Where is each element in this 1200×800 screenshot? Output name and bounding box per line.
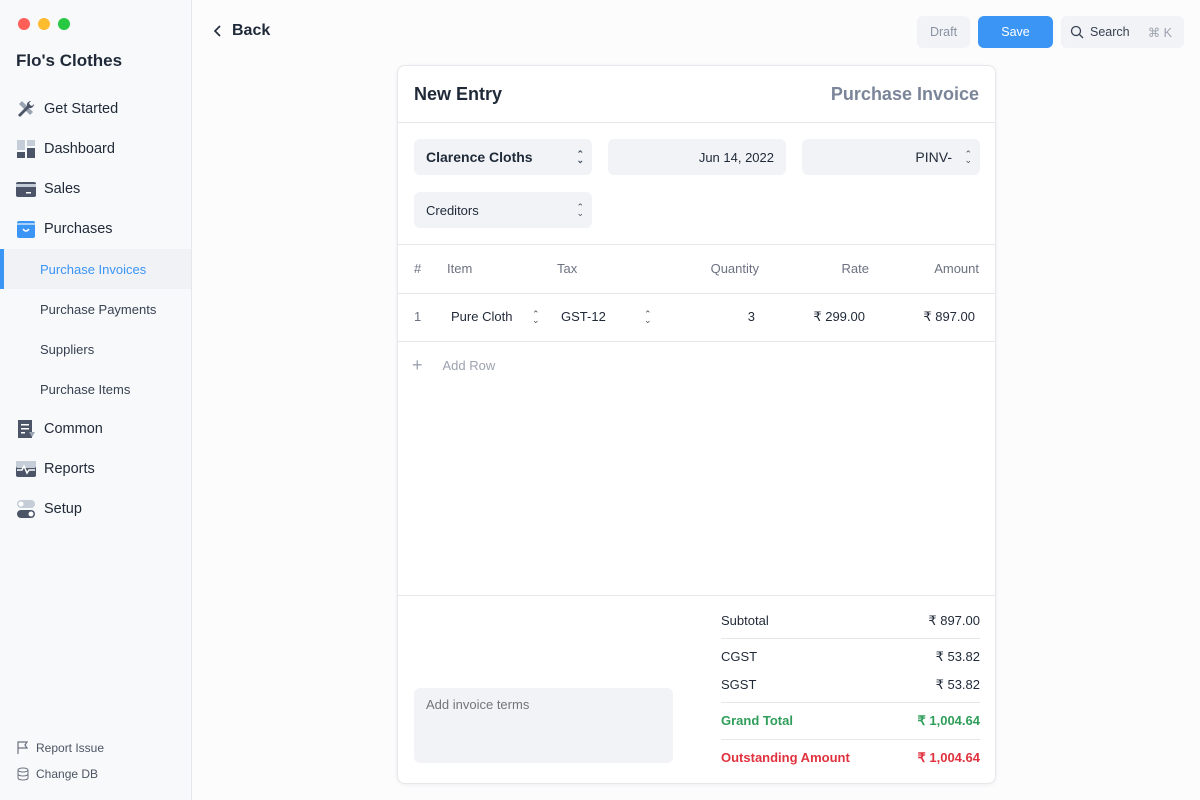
col-index: # <box>414 261 422 276</box>
outstanding-row: Outstanding Amount ₹ 1,004.64 <box>721 750 980 766</box>
cgst-row: CGST ₹ 53.82 <box>721 649 980 665</box>
chart-icon <box>16 461 36 477</box>
supplier-value: Clarence Cloths <box>426 149 533 165</box>
chevron-updown-icon: ⌃ ⌄ <box>644 309 652 325</box>
outstanding-label: Outstanding Amount <box>721 750 850 765</box>
row-index: 1 <box>414 309 422 324</box>
sidebar-item-common[interactable]: Common <box>0 409 191 449</box>
save-button[interactable]: Save <box>978 16 1053 48</box>
database-icon <box>17 767 29 781</box>
chevron-left-icon <box>213 25 221 37</box>
document-icon <box>18 420 35 438</box>
back-label: Back <box>232 22 271 39</box>
cgst-value: ₹ 53.82 <box>935 649 980 664</box>
col-quantity: Quantity <box>710 261 759 276</box>
sgst-label: SGST <box>721 677 757 692</box>
sidebar-item-purchase-payments[interactable]: Purchase Payments <box>40 301 157 317</box>
chevron-updown-icon: ⌃ ⌄ <box>532 309 540 325</box>
col-tax: Tax <box>557 261 578 276</box>
add-row-label: Add Row <box>442 358 496 373</box>
outstanding-value: ₹ 1,004.64 <box>917 750 981 765</box>
sidebar-item-label: Setup <box>44 501 82 517</box>
cgst-label: CGST <box>721 649 758 664</box>
sidebar-item-sales[interactable]: Sales <box>0 169 191 209</box>
rate-input[interactable]: ₹ 299.00 <box>813 309 865 324</box>
col-amount: Amount <box>934 261 979 276</box>
date-field[interactable]: Jun 14, 2022 <box>608 139 786 175</box>
account-value: Creditors <box>426 202 479 218</box>
change-db-link[interactable]: Change DB <box>16 767 98 781</box>
sidebar-item-label: Sales <box>44 181 81 197</box>
grand-total-row: Grand Total ₹ 1,004.64 <box>721 713 980 729</box>
sgst-row: SGST ₹ 53.82 <box>721 677 980 693</box>
item-select[interactable]: Pure Cloth <box>451 309 513 324</box>
subtotal-value: ₹ 897.00 <box>928 613 980 628</box>
sidebar-item-label: Dashboard <box>44 141 115 157</box>
sidebar-item-suppliers[interactable]: Suppliers <box>40 341 95 357</box>
report-issue-link[interactable]: Report Issue <box>16 741 104 755</box>
flag-icon <box>17 741 29 754</box>
sidebar-item-label: Purchases <box>44 221 113 237</box>
amount-value: ₹ 897.00 <box>923 309 975 324</box>
invoice-terms-input[interactable] <box>414 688 673 763</box>
sidebar-item-setup[interactable]: Setup <box>0 489 191 529</box>
grand-total-label: Grand Total <box>721 713 793 728</box>
sidebar-item-purchase-items[interactable]: Purchase Items <box>40 381 131 397</box>
grand-total-value: ₹ 1,004.64 <box>917 713 981 728</box>
col-item: Item <box>447 261 473 276</box>
document-type: Purchase Invoice <box>830 84 979 104</box>
sidebar-item-purchases[interactable]: Purchases <box>0 209 191 249</box>
window-controls <box>18 18 70 30</box>
sidebar-item-label: Get Started <box>44 101 119 117</box>
maximize-window-button[interactable] <box>58 18 70 30</box>
report-issue-label: Report Issue <box>36 741 105 755</box>
tax-select[interactable]: GST-12 <box>561 309 606 324</box>
sidebar-item-get-started[interactable]: Get Started <box>0 89 191 129</box>
search-label: Search <box>1090 25 1130 39</box>
minimize-window-button[interactable] <box>38 18 50 30</box>
subtotal-label: Subtotal <box>721 613 769 628</box>
draft-button[interactable]: Draft <box>917 16 970 48</box>
search-icon <box>1070 25 1084 39</box>
form-title: New Entry <box>414 84 503 104</box>
chevron-updown-icon: ⌃ ⌄ <box>964 149 972 165</box>
quantity-input[interactable]: 3 <box>747 309 755 324</box>
change-db-label: Change DB <box>36 767 99 781</box>
sidebar: Flo's Clothes Get Started Dashboard Sale… <box>0 0 192 800</box>
subtotal-row: Subtotal ₹ 897.00 <box>721 613 980 629</box>
sidebar-item-dashboard[interactable]: Dashboard <box>0 129 191 169</box>
col-rate: Rate <box>841 261 869 276</box>
tools-icon <box>18 100 35 117</box>
search-button[interactable]: Search ⌘ K <box>1061 16 1184 48</box>
add-row-button[interactable]: + Add Row <box>412 355 495 376</box>
card-icon <box>16 182 36 197</box>
company-name: Flo's Clothes <box>16 51 123 70</box>
supplier-select[interactable]: Clarence Cloths ⌃ ⌄ <box>414 139 592 175</box>
sidebar-item-label: Common <box>44 421 103 437</box>
sidebar-item-reports[interactable]: Reports <box>0 449 191 489</box>
close-window-button[interactable] <box>18 18 30 30</box>
chevron-updown-icon: ⌃ ⌄ <box>576 149 584 165</box>
series-select[interactable]: PINV- ⌃ ⌄ <box>802 139 980 175</box>
back-button[interactable]: Back <box>212 22 270 40</box>
dashboard-icon <box>17 140 35 158</box>
sgst-value: ₹ 53.82 <box>935 677 980 692</box>
sidebar-item-label: Reports <box>44 461 95 477</box>
sidebar-item-purchase-invoices[interactable]: Purchase Invoices <box>0 249 191 289</box>
invoice-form: New Entry Purchase Invoice Clarence Clot… <box>397 65 996 784</box>
series-value: PINV- <box>915 149 952 165</box>
toggle-icon <box>17 500 35 518</box>
chevron-updown-icon: ⌃ ⌄ <box>576 202 584 218</box>
basket-icon <box>17 221 35 238</box>
account-select[interactable]: Creditors ⌃ ⌄ <box>414 192 592 228</box>
plus-icon: + <box>412 355 423 375</box>
search-shortcut: ⌘ K <box>1147 25 1172 40</box>
